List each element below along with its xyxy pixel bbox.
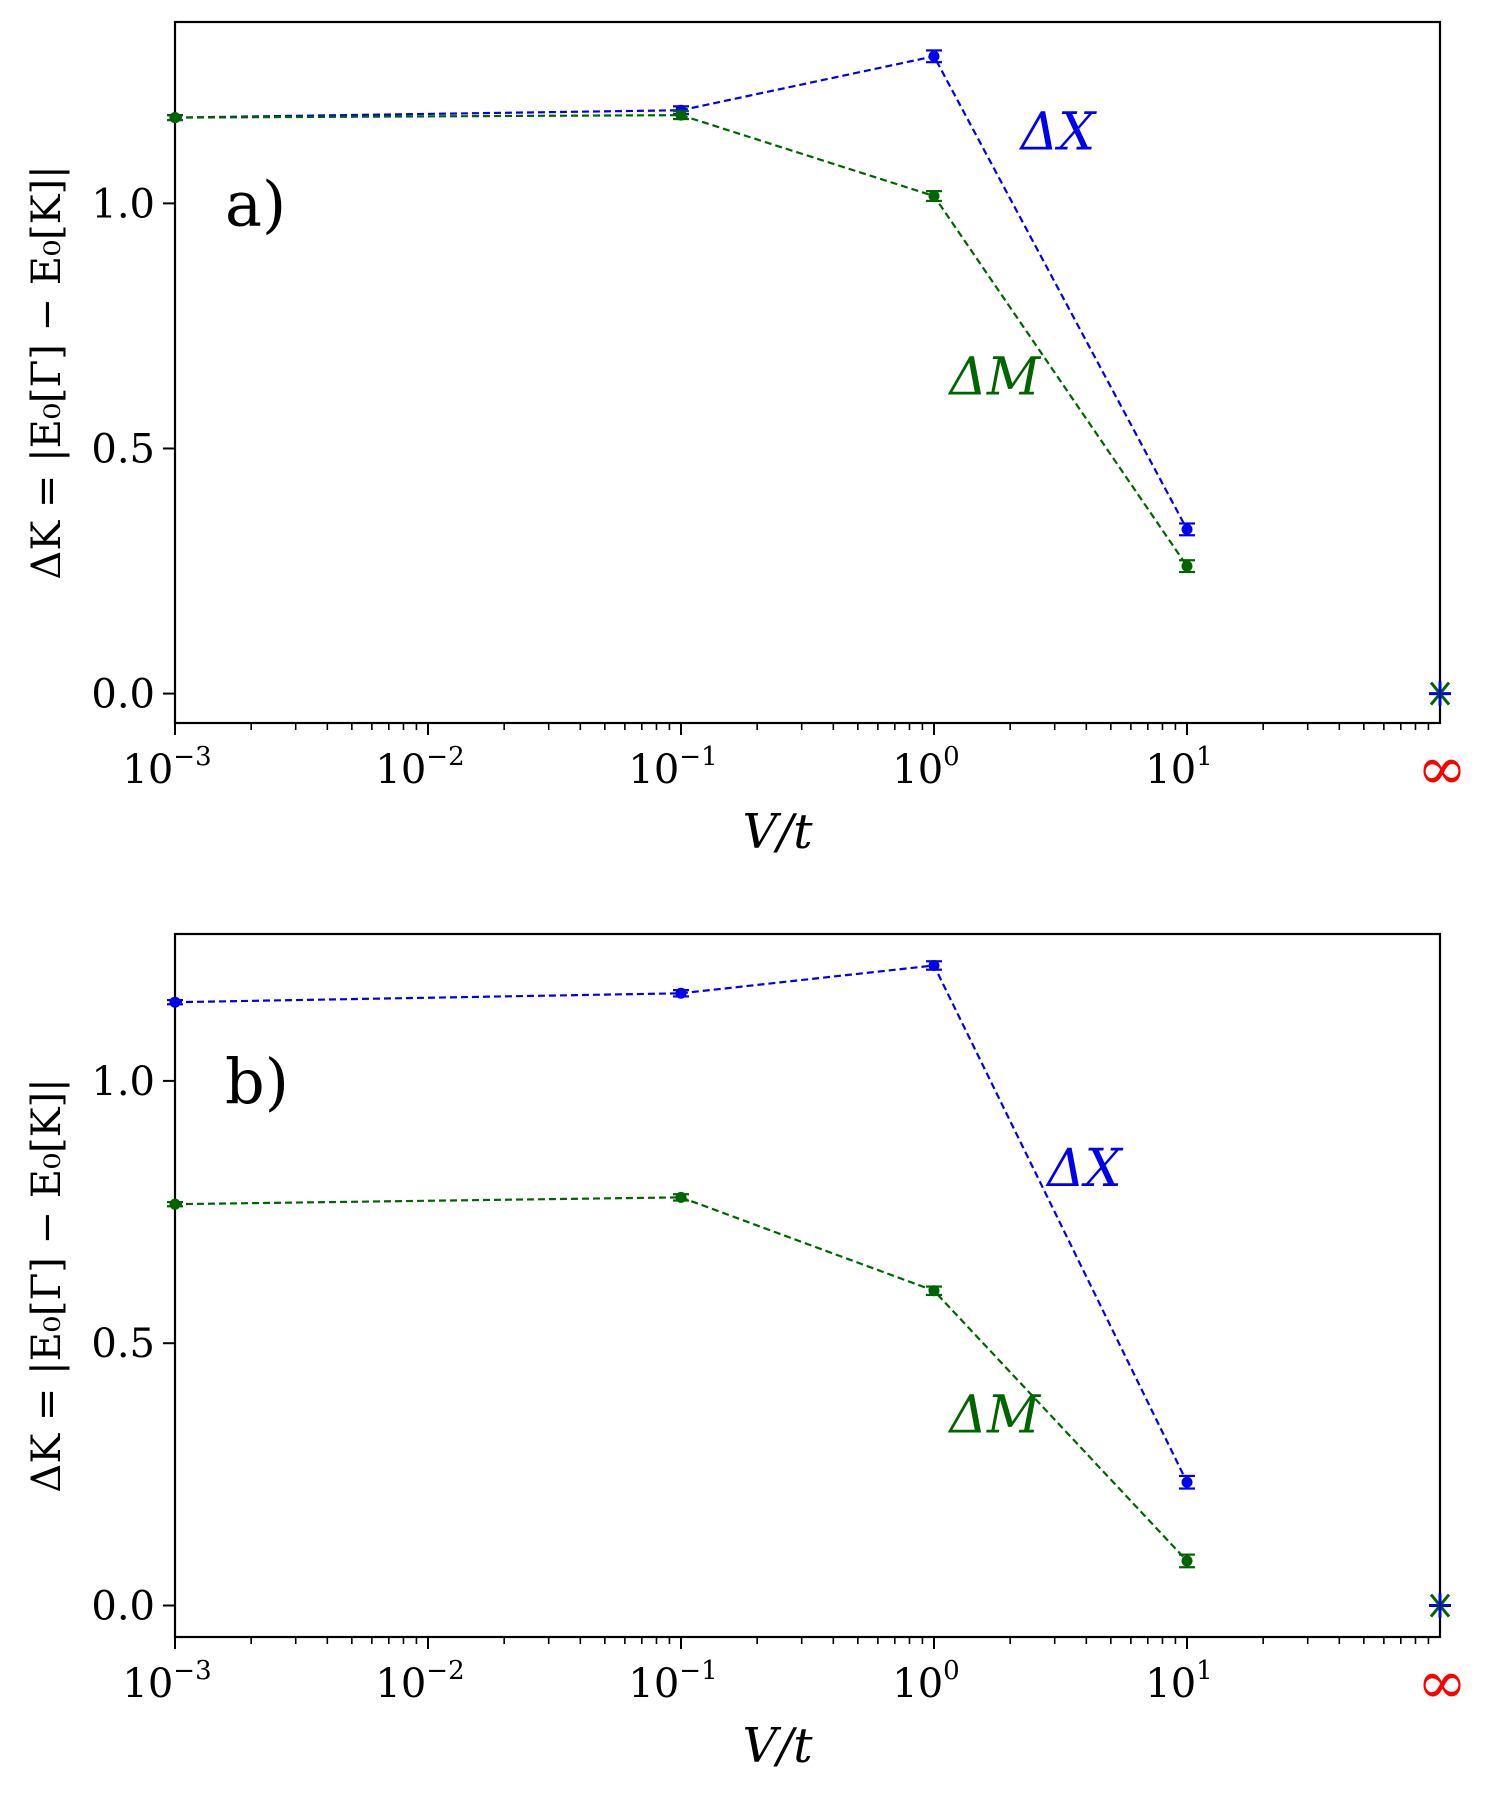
data-point	[675, 987, 687, 999]
chart-panel-1: 0.00.51.010−3 10−2 10−1 100 101 ∞V/tΔK = |E₀[…	[24, 20, 1467, 860]
y-axis-label: ΔK = |E₀[Γ] − E₀[K]|	[24, 1078, 70, 1492]
plot-frame	[173, 932, 1442, 1639]
x-tick-label: 10−2	[375, 1656, 464, 1707]
x-tick-exponent: −1	[679, 1656, 717, 1686]
series-label: ΔM	[947, 348, 1042, 408]
x-tick-exponent: 1	[1196, 742, 1213, 772]
series-label: ΔM	[947, 1385, 1042, 1445]
y-tick-label: 0.5	[91, 1321, 155, 1367]
series-delta-m: ΔM	[167, 109, 1195, 574]
infinity-label: ∞	[1417, 734, 1467, 804]
data-point	[928, 50, 940, 62]
limit-point-marker	[1429, 681, 1451, 706]
x-tick-base: 10	[1145, 747, 1196, 793]
data-point	[169, 996, 181, 1008]
x-tick-exponent: −1	[679, 742, 717, 772]
data-point	[1181, 1555, 1193, 1567]
x-tick-base: 10	[122, 747, 173, 793]
series-line	[174, 55, 1188, 530]
x-tick-base: 10	[122, 1661, 173, 1707]
series-delta-x: ΔX	[167, 49, 1195, 537]
y-axis-label: ΔK = |E₀[Γ] − E₀[K]|	[24, 165, 70, 579]
x-tick-exponent: −2	[426, 742, 464, 772]
series-label: ΔX	[1019, 102, 1098, 162]
data-point	[1181, 1476, 1193, 1488]
x-tick-exponent: 0	[943, 742, 960, 772]
y-tick-label: 0.0	[91, 1584, 155, 1630]
x-tick-exponent: 1	[1196, 1656, 1213, 1686]
data-point	[169, 112, 181, 124]
y-tick-label: 1.0	[91, 181, 155, 227]
x-tick-base: 10	[628, 1661, 679, 1707]
series-line	[174, 964, 1188, 1483]
panel-label: a)	[225, 167, 286, 240]
series-label: ΔX	[1045, 1139, 1124, 1199]
data-point	[928, 190, 940, 202]
series-line	[174, 1196, 1188, 1562]
data-point	[675, 109, 687, 121]
limit-point-marker	[1429, 1593, 1451, 1618]
x-tick-label: 100	[892, 1656, 959, 1707]
data-point	[1181, 560, 1193, 572]
x-tick-base: 10	[375, 747, 426, 793]
series-line	[174, 114, 1188, 567]
x-tick-label: 10−2	[375, 742, 464, 793]
data-point	[675, 1191, 687, 1203]
x-tick-base: 10	[892, 747, 943, 793]
x-tick-label: 10−3	[122, 742, 211, 793]
x-tick-label: 10−1	[628, 1656, 717, 1707]
x-tick-exponent: −3	[173, 742, 211, 772]
data-point	[1181, 523, 1193, 535]
x-tick-exponent: −3	[173, 1656, 211, 1686]
x-axis-label: V/t	[742, 1718, 813, 1774]
x-tick-label: 101	[1145, 1656, 1212, 1707]
x-tick-label: 10−3	[122, 1656, 211, 1707]
data-point	[169, 1198, 181, 1210]
infinity-label: ∞	[1417, 1648, 1467, 1718]
y-tick-label: 0.0	[91, 672, 155, 718]
x-tick-base: 10	[628, 747, 679, 793]
y-tick-label: 1.0	[91, 1059, 155, 1105]
data-point	[928, 959, 940, 971]
plot-frame	[173, 20, 1442, 725]
series-delta-m: ΔM	[167, 1191, 1195, 1569]
x-tick-label: 101	[1145, 742, 1212, 793]
y-tick-label: 0.5	[91, 426, 155, 472]
x-tick-base: 10	[1145, 1661, 1196, 1707]
x-tick-exponent: 0	[943, 1656, 960, 1686]
x-tick-label: 100	[892, 742, 959, 793]
data-point	[928, 1285, 940, 1297]
x-tick-exponent: −2	[426, 1656, 464, 1686]
chart-panel-2: 0.00.51.010−3 10−2 10−1 100 101 ∞V/tΔK = |E₀[…	[24, 932, 1467, 1774]
series-delta-x: ΔX	[167, 959, 1195, 1490]
x-tick-base: 10	[375, 1661, 426, 1707]
x-tick-label: 10−1	[628, 742, 717, 793]
x-tick-base: 10	[892, 1661, 943, 1707]
panel-label: b)	[225, 1045, 289, 1118]
x-axis-label: V/t	[742, 804, 813, 860]
